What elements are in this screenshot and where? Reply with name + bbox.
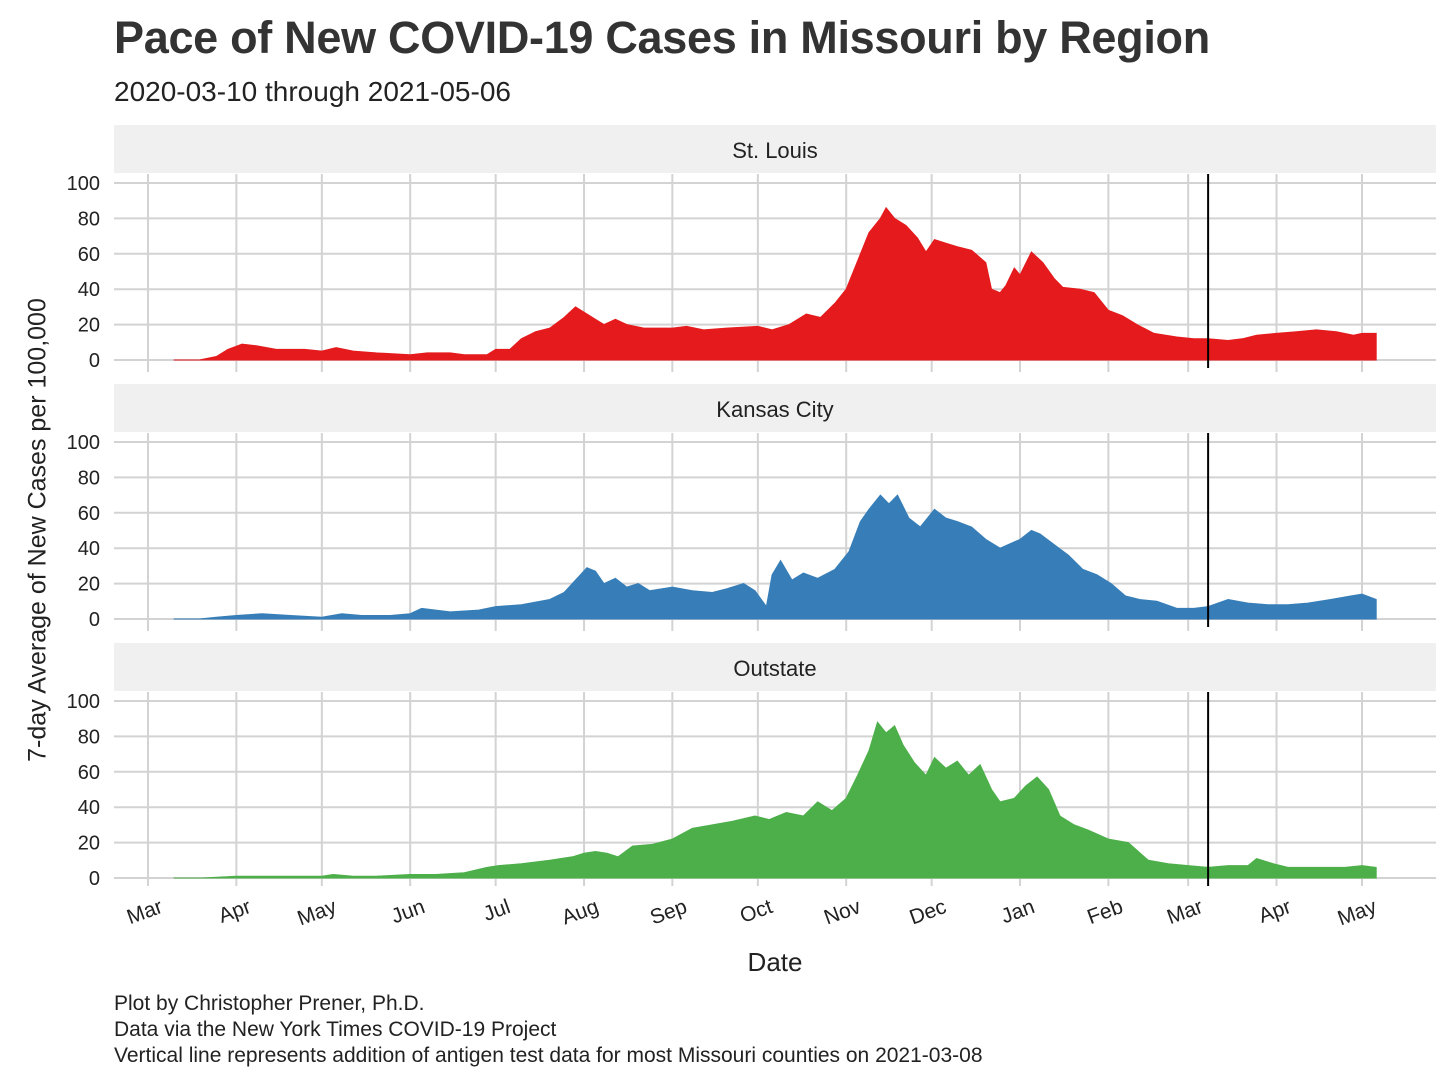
caption: Plot by Christopher Prener, Ph.D. Data v…: [114, 991, 983, 1069]
y-tick-label: 20: [78, 574, 100, 596]
y-tick-label: 40: [78, 797, 100, 819]
x-axis-label: Date: [747, 947, 803, 977]
x-tick-label: May: [294, 895, 340, 930]
y-tick-label: 80: [78, 726, 100, 748]
x-tick-label: Apr: [215, 895, 254, 928]
series-area-st-louis: [173, 206, 1377, 361]
y-tick-label: 0: [89, 350, 100, 372]
x-tick-label: Apr: [1256, 895, 1295, 928]
x-tick-label: Mar: [124, 895, 166, 929]
chart-title: Pace of New COVID-19 Cases in Missouri b…: [114, 12, 1210, 63]
y-tick-label: 100: [67, 173, 100, 195]
y-tick-label: 60: [78, 503, 100, 525]
y-tick-label: 0: [89, 868, 100, 890]
caption-line-source: Data via the New York Times COVID-19 Pro…: [114, 1018, 557, 1041]
y-tick-label: 40: [78, 279, 100, 301]
y-tick-label: 100: [67, 432, 100, 454]
facet-strip: [114, 125, 1436, 173]
facet-strip: [114, 643, 1436, 691]
y-tick-label: 80: [78, 467, 100, 489]
series-area-kansas-city: [173, 494, 1377, 620]
x-tick-label: Jun: [388, 895, 428, 928]
x-tick-label: Feb: [1084, 895, 1126, 929]
series-area-outstate: [173, 721, 1377, 879]
y-tick-label: 60: [78, 244, 100, 266]
facet-strip: [114, 384, 1436, 432]
y-tick-label: 20: [78, 833, 100, 855]
x-tick-label: Sep: [647, 895, 690, 929]
x-tick-label: May: [1335, 895, 1381, 930]
y-tick-label: 80: [78, 208, 100, 230]
x-tick-label: Aug: [559, 895, 602, 929]
caption-line-author: Plot by Christopher Prener, Ph.D.: [114, 992, 425, 1015]
x-tick-label: Oct: [737, 895, 776, 928]
x-tick-label: Mar: [1164, 895, 1206, 929]
y-tick-label: 40: [78, 538, 100, 560]
chart-subtitle: 2020-03-10 through 2021-05-06: [114, 76, 511, 107]
x-tick-label: Jan: [998, 895, 1038, 928]
caption-line-note: Vertical line represents addition of ant…: [114, 1044, 983, 1067]
x-tick-label: Jul: [480, 895, 513, 926]
facet-strip-label: Outstate: [733, 656, 816, 681]
y-tick-label: 20: [78, 315, 100, 337]
y-tick-label: 0: [89, 609, 100, 631]
facet-strip-label: St. Louis: [732, 138, 818, 163]
facet-strip-label: Kansas City: [716, 397, 833, 422]
x-tick-label: Dec: [906, 895, 949, 929]
y-tick-label: 100: [67, 691, 100, 713]
y-tick-label: 60: [78, 762, 100, 784]
x-tick-label: Nov: [821, 895, 864, 930]
